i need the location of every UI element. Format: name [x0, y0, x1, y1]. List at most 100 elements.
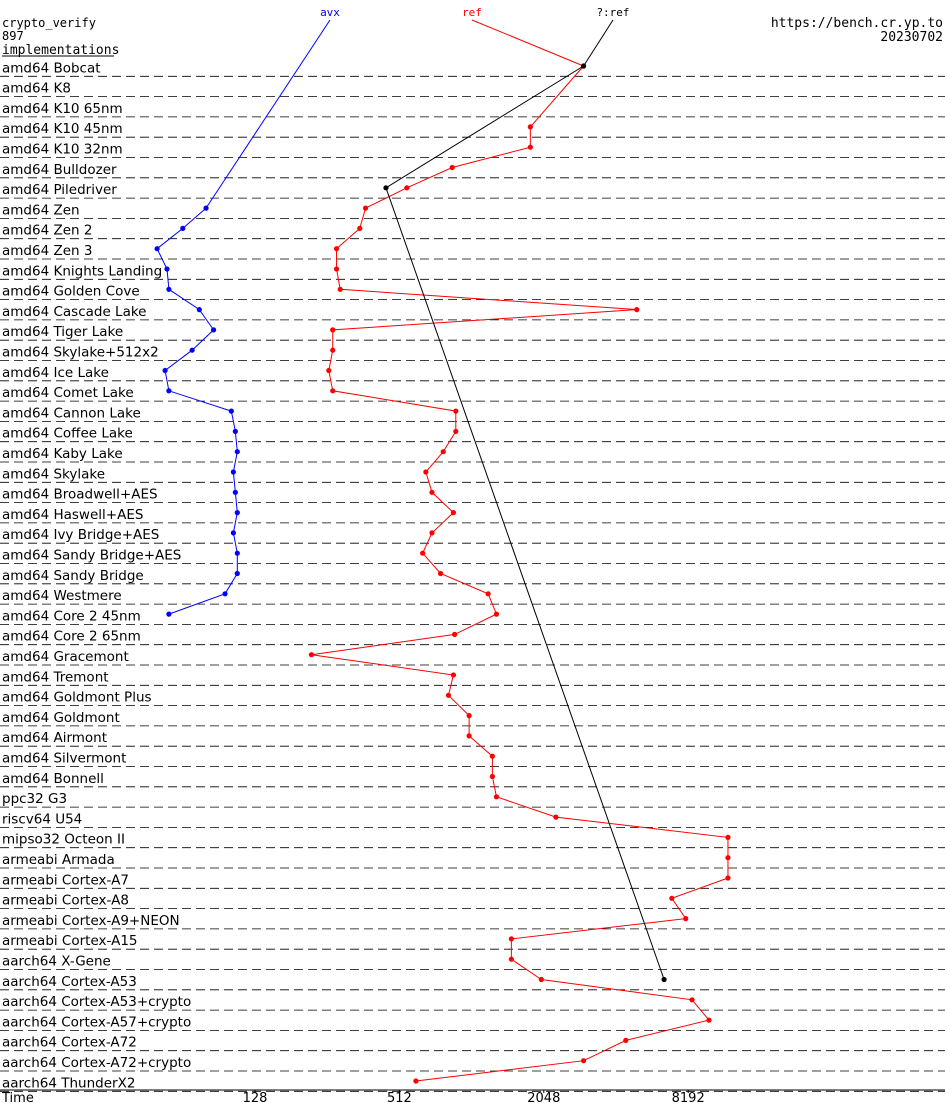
- data-point: [661, 976, 667, 983]
- data-point: [453, 408, 459, 414]
- data-point: [683, 916, 689, 922]
- chart-title: crypto_verify: [2, 16, 96, 30]
- subtitle: implementations: [2, 43, 119, 58]
- data-point: [234, 509, 240, 516]
- row-label: aarch64 Cortex-A53: [2, 974, 137, 990]
- row-label: riscv64 U54: [2, 811, 82, 827]
- row-label: amd64 Comet Lake: [2, 385, 134, 401]
- row-label: amd64 Bobcat: [2, 60, 101, 76]
- row-label: amd64 Piledriver: [2, 182, 117, 198]
- data-point: [423, 469, 429, 475]
- data-point: [232, 489, 238, 495]
- row-label: aarch64 ThunderX2: [2, 1075, 135, 1091]
- data-point: [420, 550, 426, 556]
- row-label: amd64 Knights Landing: [2, 263, 162, 279]
- data-point: [508, 956, 514, 962]
- row-label: aarch64 Cortex-A53+crypto: [2, 994, 191, 1010]
- data-point: [493, 611, 500, 617]
- row-label: amd64 Tiger Lake: [2, 324, 123, 340]
- data-point: [725, 834, 731, 841]
- row-label: armeabi Cortex-A7: [2, 872, 129, 888]
- row-label: amd64 Coffee Lake: [2, 426, 133, 442]
- row-label: amd64 K8: [2, 81, 71, 97]
- data-point: [234, 570, 240, 577]
- data-point: [489, 773, 495, 780]
- row-label: ppc32 G3: [2, 791, 67, 807]
- row-label: amd64 Zen: [2, 202, 80, 218]
- data-point: [437, 570, 444, 577]
- row-label: armeabi Cortex-A8: [2, 893, 129, 909]
- x-tick-label: 128: [243, 1091, 268, 1103]
- data-point: [527, 124, 533, 130]
- data-point: [180, 225, 186, 231]
- data-point: [330, 388, 336, 394]
- row-label: armeabi Cortex-A15: [2, 933, 138, 949]
- data-point: [440, 449, 446, 455]
- data-point: [706, 1017, 712, 1023]
- row-label: amd64 Cannon Lake: [2, 405, 141, 421]
- data-point: [450, 672, 457, 678]
- row-label: amd64 Airmont: [2, 730, 107, 746]
- data-point: [234, 550, 240, 556]
- row-label: aarch64 Cortex-A57+crypto: [2, 1014, 191, 1030]
- row-label: amd64 Silvermont: [2, 751, 126, 767]
- data-point: [196, 307, 202, 313]
- row-label: amd64 Gracemont: [2, 649, 129, 665]
- row-label: amd64 Bulldozer: [2, 162, 117, 178]
- row-label: amd64 Goldmont Plus: [2, 690, 152, 706]
- data-point: [154, 246, 160, 252]
- row-label: amd64 Cascade Lake: [2, 304, 147, 320]
- row-label: amd64 Haswell+AES: [2, 507, 143, 523]
- row-label: amd64 Sandy Bridge: [2, 568, 144, 584]
- data-point: [333, 266, 340, 272]
- row-label: armeabi Armada: [2, 852, 115, 868]
- data-point: [508, 936, 514, 942]
- data-point: [230, 530, 236, 536]
- row-label: amd64 Ice Lake: [2, 365, 109, 381]
- row-label: aarch64 X-Gene: [2, 954, 111, 970]
- data-point: [232, 428, 238, 434]
- data-point: [466, 733, 472, 739]
- data-point: [333, 246, 340, 252]
- row-label: amd64 Zen 2: [2, 223, 92, 239]
- row-label: amd64 Kaby Lake: [2, 446, 123, 462]
- data-point: [230, 469, 236, 475]
- legend-connector: [583, 19, 614, 67]
- row-label: amd64 K10 65nm: [2, 101, 123, 117]
- source-url[interactable]: https://bench.cr.yp.to: [771, 16, 943, 31]
- row-label: amd64 Westmere: [2, 588, 122, 604]
- x-tick-label: 8192: [672, 1091, 705, 1103]
- row-label: amd64 Golden Cove: [2, 284, 140, 300]
- data-point: [166, 286, 172, 292]
- data-point: [166, 611, 172, 617]
- data-point: [330, 327, 336, 333]
- data-point: [725, 875, 731, 881]
- row-label: amd64 Goldmont: [2, 710, 120, 726]
- data-point: [234, 449, 240, 455]
- data-point: [404, 185, 410, 191]
- data-point: [466, 713, 472, 719]
- row-label: amd64 Sandy Bridge+AES: [2, 548, 181, 564]
- data-point: [669, 895, 675, 901]
- data-point: [189, 347, 195, 353]
- row-label: aarch64 Cortex-A72+crypto: [2, 1055, 191, 1071]
- data-point: [357, 225, 363, 231]
- data-point: [228, 408, 234, 414]
- row-label: amd64 Skylake+512x2: [2, 345, 159, 361]
- data-point: [429, 489, 435, 495]
- row-label: armeabi Cortex-A9+NEON: [2, 913, 180, 929]
- data-point: [162, 367, 168, 374]
- row-label: amd64 K10 32nm: [2, 142, 123, 158]
- data-point: [413, 1078, 419, 1084]
- row-label: amd64 Tremont: [2, 669, 109, 685]
- row-label: mipso32 Octeon II: [2, 832, 125, 848]
- data-point: [553, 814, 559, 820]
- row-label: amd64 Core 2 65nm: [2, 629, 141, 645]
- data-point: [489, 753, 495, 759]
- data-point: [580, 1058, 587, 1064]
- data-point: [210, 327, 217, 333]
- data-point: [166, 388, 172, 394]
- row-label: amd64 Broadwell+AES: [2, 487, 158, 503]
- data-point: [337, 286, 343, 292]
